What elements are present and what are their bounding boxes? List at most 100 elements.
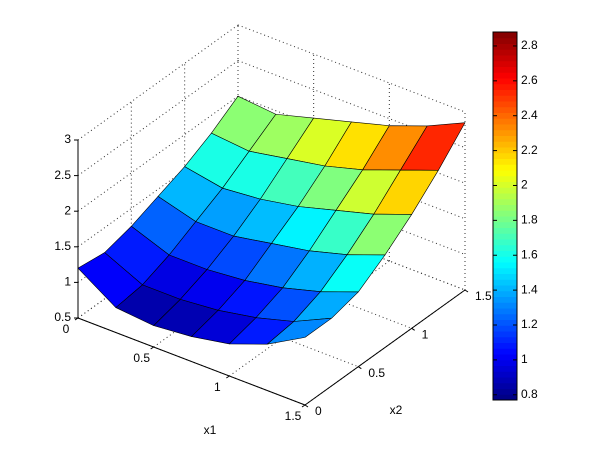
colorbar-segment [493, 250, 517, 257]
z-tick-label: 1.5 [54, 239, 71, 253]
colorbar-segment [493, 388, 517, 395]
colorbar-segment [493, 227, 517, 234]
colorbar-segment [493, 256, 517, 263]
colorbar-segment [493, 181, 517, 188]
colorbar-segment [493, 124, 517, 131]
grid-line [77, 95, 239, 212]
colorbar-segment [493, 239, 517, 246]
axis-line [77, 317, 306, 406]
y-tick-label: 0 [315, 404, 322, 418]
colorbar-tick-label: 1.4 [521, 282, 538, 296]
tick-mark [226, 375, 230, 379]
colorbar-segment [493, 141, 517, 148]
grid-line [237, 24, 466, 113]
colorbar-segment [493, 296, 517, 303]
colorbar-segment [493, 158, 517, 165]
colorbar-segment [493, 60, 517, 67]
colorbar-segment [493, 302, 517, 309]
x-axis-label: x1 [204, 423, 217, 437]
x-tick-label: 1.5 [285, 409, 302, 423]
grid-line [77, 60, 239, 177]
colorbar-segment [493, 118, 517, 125]
colorbar-segment [493, 37, 517, 44]
tick-mark [301, 404, 306, 408]
colorbar-tick-label: 2.4 [521, 108, 538, 122]
colorbar-tick-label: 1.6 [521, 247, 538, 261]
colorbar-segment [493, 101, 517, 108]
colorbar-segment [493, 164, 517, 171]
colorbar-segment [493, 371, 517, 378]
colorbar-tick-label: 1 [521, 352, 528, 366]
z-tick-label: 1 [64, 275, 71, 289]
grid-line [77, 24, 239, 141]
colorbar-segment [493, 365, 517, 372]
colorbar-segment [493, 193, 517, 200]
colorbar-segment [493, 175, 517, 182]
colorbar-segment [493, 348, 517, 355]
colorbar-segment [493, 244, 517, 251]
colorbar-segment [493, 216, 517, 223]
colorbar-segment [493, 319, 517, 326]
tick-mark [304, 404, 309, 408]
x-tick-label: 1 [214, 380, 221, 394]
colorbar-segment [493, 170, 517, 177]
z-tick-label: 2 [64, 203, 71, 217]
colorbar-segment [493, 129, 517, 136]
tick-mark [464, 289, 469, 293]
colorbar-segment [493, 221, 517, 228]
colorbar-segment [493, 336, 517, 343]
colorbar-tick-label: 1.8 [521, 213, 538, 227]
z-tick-label: 0.5 [54, 310, 71, 324]
colorbar-segment [493, 198, 517, 205]
x-tick-label: 0.5 [133, 351, 150, 365]
y-tick-label: 1.5 [475, 289, 492, 303]
colorbar-segment [493, 32, 517, 39]
y-tick-label: 0.5 [368, 366, 385, 380]
colorbar-segment [493, 394, 517, 401]
axis-line [304, 289, 466, 406]
colorbar-segment [493, 95, 517, 102]
colorbar-segment [493, 279, 517, 286]
colorbar-segment [493, 331, 517, 338]
colorbar-segment [493, 210, 517, 217]
grid-line [237, 60, 466, 149]
colorbar-segment [493, 290, 517, 297]
colorbar-tick-label: 2.6 [521, 73, 538, 87]
colorbar-tick-label: 1.2 [521, 317, 538, 331]
colorbar-tick-label: 0.8 [521, 387, 538, 401]
colorbar-segment [493, 359, 517, 366]
colorbar-segment [493, 187, 517, 194]
colorbar-segment [493, 313, 517, 320]
y-tick-label: 1 [422, 328, 429, 342]
colorbar-segment [493, 49, 517, 56]
colorbar-segment [493, 354, 517, 361]
colorbar-segment [493, 72, 517, 79]
y-axis-label: x2 [390, 403, 403, 417]
colorbar-segment [493, 308, 517, 315]
z-tick-label: 3 [64, 132, 71, 146]
colorbar-segment [493, 377, 517, 384]
surface-patch [266, 317, 332, 345]
colorbar-segment [493, 66, 517, 73]
colorbar-segment [493, 55, 517, 62]
colorbar-tick-label: 2 [521, 178, 528, 192]
colorbar-segment [493, 342, 517, 349]
colorbar-tick-label: 2.2 [521, 143, 538, 157]
colorbar-segment [493, 43, 517, 50]
colorbar-segment [493, 147, 517, 154]
colorbar-segment [493, 273, 517, 280]
tick-mark [150, 346, 154, 350]
colorbar-segment [493, 285, 517, 292]
colorbar-segment [493, 83, 517, 90]
colorbar-segment [493, 267, 517, 274]
x-tick-label: 0 [63, 322, 70, 336]
colorbar-segment [493, 382, 517, 389]
colorbar-segment [493, 112, 517, 119]
colorbar-frame [492, 31, 518, 401]
colorbar-tick-label: 2.8 [521, 38, 538, 52]
grid-line [237, 95, 466, 184]
colorbar-segment [493, 135, 517, 142]
colorbar-segment [493, 78, 517, 85]
colorbar-segment [493, 106, 517, 113]
